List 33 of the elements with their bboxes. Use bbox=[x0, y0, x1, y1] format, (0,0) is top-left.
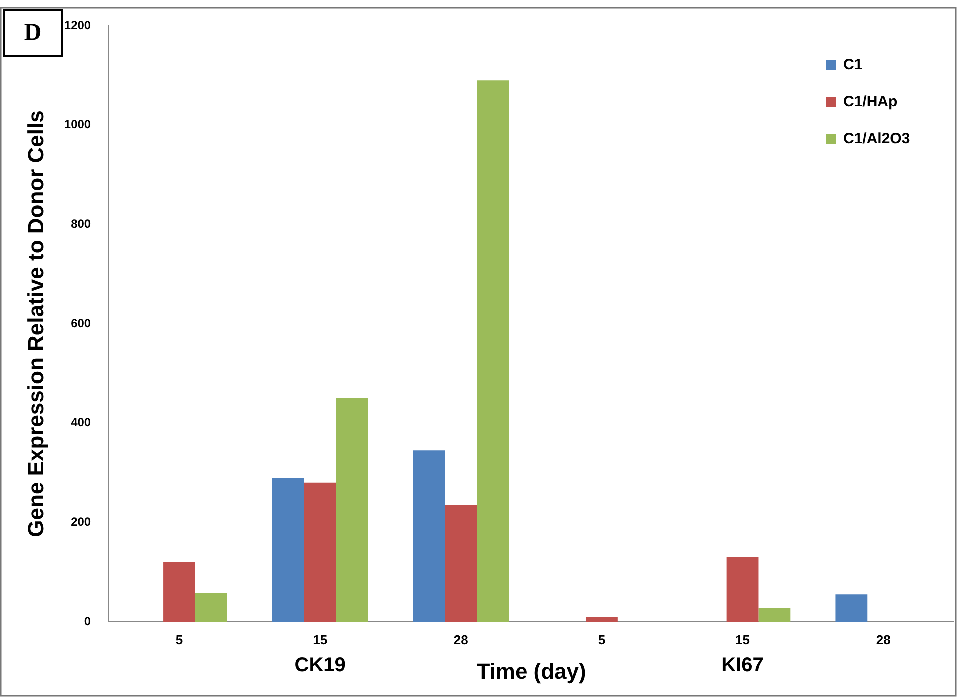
y-tick-label: 400 bbox=[71, 416, 92, 430]
legend-label: C1/HAp bbox=[844, 94, 898, 111]
x-axis-title: Time (day) bbox=[476, 658, 586, 684]
text: KI67 bbox=[722, 654, 764, 677]
text: D bbox=[24, 20, 42, 46]
y-tick-label: 600 bbox=[71, 316, 92, 330]
x-tick-label: 15 bbox=[736, 632, 750, 648]
text: CK19 bbox=[294, 654, 346, 677]
y-tick-label: 200 bbox=[71, 514, 92, 529]
bar bbox=[413, 450, 446, 622]
bar bbox=[304, 482, 336, 622]
bar bbox=[726, 557, 759, 622]
x-tick-label: 28 bbox=[454, 632, 468, 648]
bar bbox=[758, 608, 791, 622]
bar bbox=[272, 478, 304, 622]
x-tick-label: 5 bbox=[598, 632, 606, 648]
bar bbox=[445, 505, 478, 622]
x-tick-label: 28 bbox=[876, 632, 891, 648]
legend-label: C1/Al2O3 bbox=[844, 130, 910, 148]
bar bbox=[336, 398, 368, 622]
y-tick-label: 1000 bbox=[64, 118, 92, 132]
bar bbox=[195, 593, 228, 622]
y-tick-label: 800 bbox=[71, 216, 92, 231]
y-tick-label: 0 bbox=[84, 614, 92, 628]
legend-label: C1 bbox=[844, 56, 863, 74]
bar bbox=[164, 562, 196, 622]
bar bbox=[586, 617, 618, 622]
x-tick-label: 15 bbox=[313, 632, 328, 648]
y-axis-title: Gene Expression Relative to Donor Cells bbox=[23, 110, 48, 538]
bar bbox=[477, 80, 510, 622]
y-tick-label: 1200 bbox=[64, 18, 92, 32]
bar bbox=[836, 594, 868, 622]
x-tick-label: 5 bbox=[176, 632, 184, 648]
